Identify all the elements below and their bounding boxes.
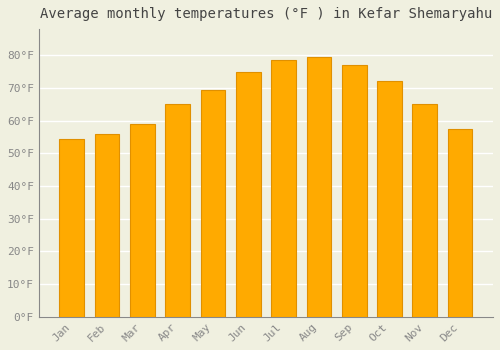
Bar: [130, 124, 155, 317]
Bar: [412, 104, 437, 317]
Bar: [342, 65, 366, 317]
Bar: [200, 90, 226, 317]
Bar: [60, 139, 84, 317]
Bar: [377, 81, 402, 317]
Bar: [448, 129, 472, 317]
Bar: [271, 60, 296, 317]
Bar: [306, 57, 331, 317]
Bar: [236, 71, 260, 317]
Title: Average monthly temperatures (°F ) in Kefar Shemaryahu: Average monthly temperatures (°F ) in Ke…: [40, 7, 492, 21]
Bar: [166, 104, 190, 317]
Bar: [94, 134, 120, 317]
